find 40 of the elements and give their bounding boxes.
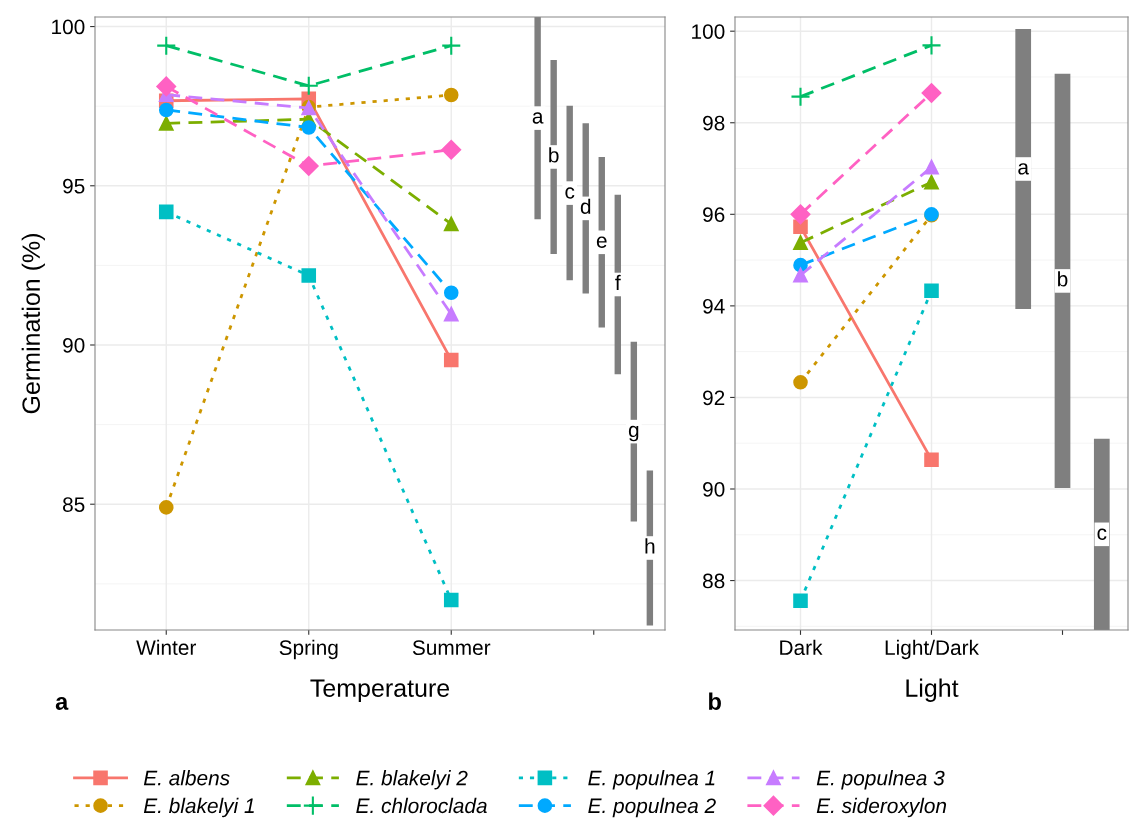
y-axis-title: Germination (%) xyxy=(21,234,45,414)
legend-label: E. blakelyi 2 xyxy=(356,770,468,790)
y-tick-label: 95 xyxy=(63,178,85,194)
data-label: b xyxy=(1058,271,1068,287)
data-label: b xyxy=(549,147,559,163)
y-tick-label: 90 xyxy=(63,338,85,353)
data-label: a xyxy=(1018,163,1029,175)
data-label: g xyxy=(628,425,639,442)
legend-label: E. populnea 1 xyxy=(588,770,715,790)
legend-label: E. sideroxylon xyxy=(816,797,947,818)
y-tick-label: 94 xyxy=(703,298,725,314)
y-tick-label: 100 xyxy=(692,24,725,39)
y-tick-label: 100 xyxy=(52,19,85,35)
x-tick-label: Spring xyxy=(279,639,338,660)
x-axis-title: Light xyxy=(906,678,959,702)
legend-label: E. albens xyxy=(143,770,230,786)
data-label: f xyxy=(615,274,621,290)
x-tick-label: Winter xyxy=(136,639,196,656)
x-axis-title: Temperature xyxy=(310,679,450,702)
text: a xyxy=(55,696,69,710)
x-tick-label: Light/Dark xyxy=(885,639,980,660)
y-tick-label: 98 xyxy=(703,115,725,131)
legend-label: E. populnea 2 xyxy=(588,797,716,818)
data-label: c xyxy=(565,187,575,199)
x-tick-label: Summer xyxy=(412,640,491,656)
text: b xyxy=(709,692,721,710)
data-label: e xyxy=(596,236,607,248)
legend-label: E. chloroclada xyxy=(356,797,487,814)
legend-label: E. blakelyi 1 xyxy=(143,797,254,818)
data-label: c xyxy=(1097,528,1107,540)
y-tick-label: 90 xyxy=(703,482,725,497)
y-tick-label: 92 xyxy=(703,390,725,406)
x-tick-label: Dark xyxy=(780,639,823,656)
y-tick-label: 85 xyxy=(63,497,85,512)
data-label: h xyxy=(645,538,655,554)
legend-label: E. populnea 3 xyxy=(816,770,945,790)
y-tick-label: 96 xyxy=(703,207,725,223)
y-tick-label: 88 xyxy=(703,573,725,589)
data-label: a xyxy=(532,112,544,124)
data-label: d xyxy=(580,198,591,214)
